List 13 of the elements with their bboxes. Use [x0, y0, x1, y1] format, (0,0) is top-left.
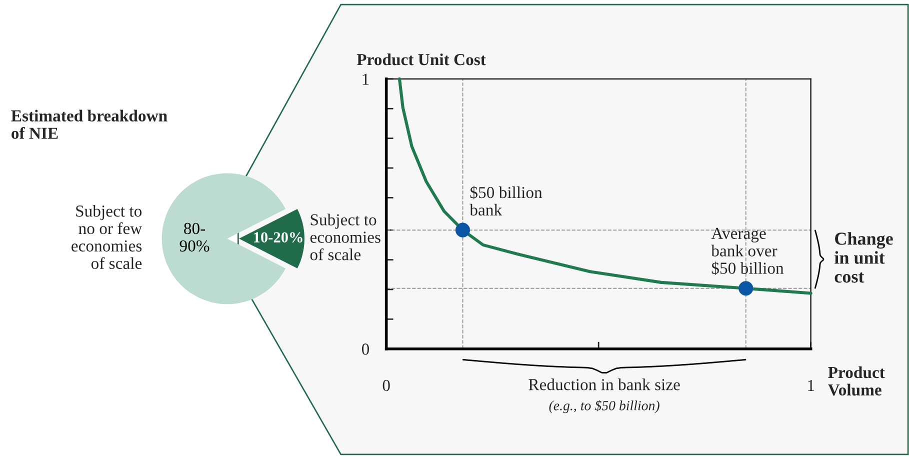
- x-axis-title: Product Volume: [828, 366, 885, 396]
- slice-label: Subject to economies of scale: [310, 214, 380, 260]
- chart-title: Estimated breakdown of NIE: [11, 110, 168, 139]
- line-series: [398, 77, 812, 295]
- text: 10-20%: [254, 232, 302, 243]
- text: Change in unit cost: [834, 232, 893, 283]
- text: Reduction in bank size: [528, 378, 680, 390]
- annotation: $50 billion bank: [470, 186, 542, 216]
- chart-title: Product Unit Cost: [356, 53, 486, 66]
- text: 80- 90%: [180, 222, 210, 252]
- text: (e.g., to $50 billion): [549, 400, 660, 414]
- slice-label: Subject to no or few economies of scale: [72, 204, 142, 269]
- annotation: Average bank over $50 billion: [711, 228, 784, 275]
